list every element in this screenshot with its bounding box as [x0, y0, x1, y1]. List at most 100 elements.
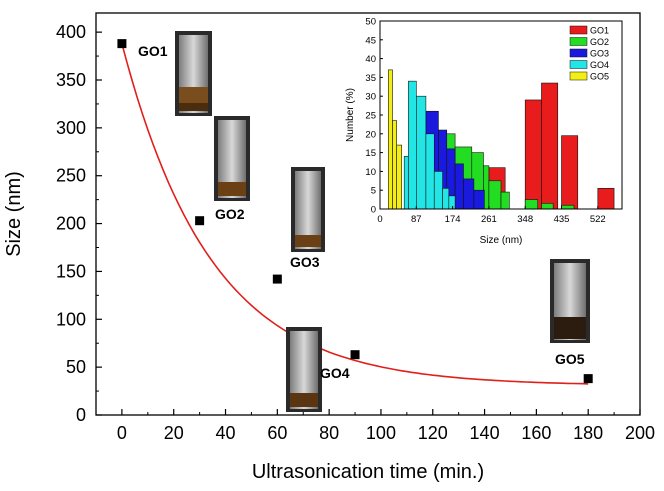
- y-tick-label: 150: [56, 261, 86, 281]
- histogram-bar-go5: [388, 69, 393, 210]
- histogram-bar-go1: [524, 99, 542, 210]
- inset-y-tick-label: 50: [365, 17, 376, 28]
- legend-label-go3: GO3: [590, 49, 609, 59]
- y-tick-label: 0: [76, 405, 86, 425]
- histogram-bar-go3: [473, 189, 485, 210]
- x-tick-label: 140: [470, 423, 500, 443]
- y-tick-label: 250: [56, 166, 86, 186]
- y-tick-label: 50: [66, 357, 86, 377]
- histogram-bar-go1: [541, 82, 559, 210]
- inset-x-tick-label: 435: [554, 214, 570, 225]
- histogram-bar-go5: [396, 144, 402, 210]
- data-point-go1: [117, 39, 127, 49]
- inset-y-tick-label: 35: [365, 73, 376, 84]
- histogram-bar-go3: [454, 163, 464, 210]
- x-tick-label: 20: [164, 423, 184, 443]
- histogram-bar-go2: [561, 204, 575, 210]
- vial-photo-go3: [291, 167, 325, 252]
- histogram-bar-go2: [524, 199, 539, 210]
- vial-photo-go2: [214, 116, 250, 201]
- inset-x-axis-label: Size (nm): [480, 235, 523, 246]
- histogram-bar-go4: [403, 156, 409, 210]
- legend-swatch-go1: [569, 25, 588, 35]
- histogram-bar-go2: [500, 191, 510, 210]
- histogram-bar-go4: [415, 95, 427, 210]
- histogram-bar-go3: [463, 178, 475, 210]
- inset-y-tick-label: 10: [365, 167, 376, 178]
- x-tick-label: 80: [319, 423, 339, 443]
- inset-y-tick-label: 40: [365, 54, 376, 65]
- histogram-bar-go1: [597, 188, 615, 210]
- x-tick-label: 200: [625, 423, 655, 443]
- x-tick-label: 60: [267, 423, 287, 443]
- main-y-ticks: 0 50 100 150 200 250 300 350 400: [56, 22, 102, 425]
- main-x-axis-label: Ultrasonication time (min.): [252, 461, 484, 483]
- y-tick-label: 300: [56, 118, 86, 138]
- vial-photo-go1: [175, 31, 212, 116]
- vial-photo-go5: [550, 259, 590, 343]
- legend-label-go5: GO5: [590, 72, 609, 82]
- histogram-bar-go4: [442, 188, 450, 210]
- inset-y-tick-label: 20: [365, 129, 376, 140]
- main-y-axis-label: Size (nm): [3, 171, 25, 257]
- inset-x-tick-label: 522: [590, 214, 606, 225]
- exponential-fit-curve: [121, 43, 589, 385]
- legend-label-go4: GO4: [590, 60, 609, 70]
- legend-swatch-go2: [569, 37, 588, 46]
- main-data-points: [117, 39, 593, 384]
- inset-x-tick-label: 174: [445, 214, 461, 225]
- data-point-go2: [195, 216, 205, 226]
- y-tick-label: 350: [56, 70, 86, 90]
- inset-y-tick-label: 15: [365, 148, 376, 159]
- histogram-bar-go5: [392, 120, 397, 210]
- main-plot-frame: [95, 12, 641, 416]
- histogram-bar-go2: [541, 203, 554, 210]
- histogram-bar-go4: [408, 80, 417, 210]
- x-tick-label: 40: [216, 423, 236, 443]
- histogram-bar-go2: [488, 180, 502, 210]
- legend-label-go1: GO1: [590, 26, 609, 36]
- legend-swatch-go4: [569, 60, 588, 69]
- x-tick-label: 100: [366, 423, 396, 443]
- x-tick-label: 160: [521, 423, 551, 443]
- data-point-go5: [583, 374, 593, 384]
- data-point-go3: [272, 274, 282, 284]
- inset-y-tick-label: 30: [365, 92, 376, 103]
- main-chart: 0 20 40 60 80 100 120 140 160 180 200 050100150200…: [3, 12, 655, 483]
- inset-y-ticks: 0 5 10 15 20 25 30 35 40 45 50: [365, 17, 383, 216]
- inset-y-tick-label: 45: [365, 35, 376, 46]
- legend-label-go2: GO2: [590, 37, 609, 47]
- histogram-bar-go4: [448, 195, 456, 210]
- y-tick-label: 200: [56, 214, 86, 234]
- x-tick-label: 0: [117, 423, 127, 443]
- annotation-go5: GO5: [555, 351, 585, 367]
- annotation-go4: GO4: [320, 365, 350, 381]
- inset-x-ticks: 0 87 174 261 348 435 522: [377, 206, 606, 225]
- annotation-go3: GO3: [290, 254, 320, 270]
- histogram-bar-go4: [425, 133, 435, 210]
- inset-y-axis-label: Number (%): [345, 88, 356, 142]
- legend-swatch-go3: [569, 48, 588, 58]
- inset-x-tick-label: 261: [481, 214, 497, 225]
- inset-y-tick-label: 0: [371, 205, 376, 216]
- inset-chart: 0 87 174 261 348 435 522 05101520253035404550 …: [345, 17, 623, 246]
- legend-swatch-go5: [569, 71, 588, 81]
- inset-x-tick-label: 87: [411, 214, 422, 225]
- main-x-ticks: 0 20 40 60 80 100 120 140 160 180 200: [95, 409, 655, 443]
- annotation-go1: GO1: [138, 43, 168, 59]
- inset-x-tick-label: 0: [377, 214, 382, 225]
- inset-x-tick-label: 348: [517, 214, 533, 225]
- annotation-go2: GO2: [215, 206, 245, 222]
- x-tick-label: 120: [418, 423, 448, 443]
- inset-y-tick-label: 5: [371, 186, 376, 197]
- histogram-bar-go1: [561, 135, 579, 210]
- vial-photo-go4: [286, 327, 322, 412]
- inset-y-tick-label: 25: [365, 111, 376, 122]
- histogram-bar-go4: [433, 171, 443, 210]
- y-tick-label: 400: [56, 22, 86, 42]
- data-point-go4: [350, 350, 360, 360]
- x-tick-label: 180: [573, 423, 603, 443]
- y-tick-label: 100: [56, 309, 86, 329]
